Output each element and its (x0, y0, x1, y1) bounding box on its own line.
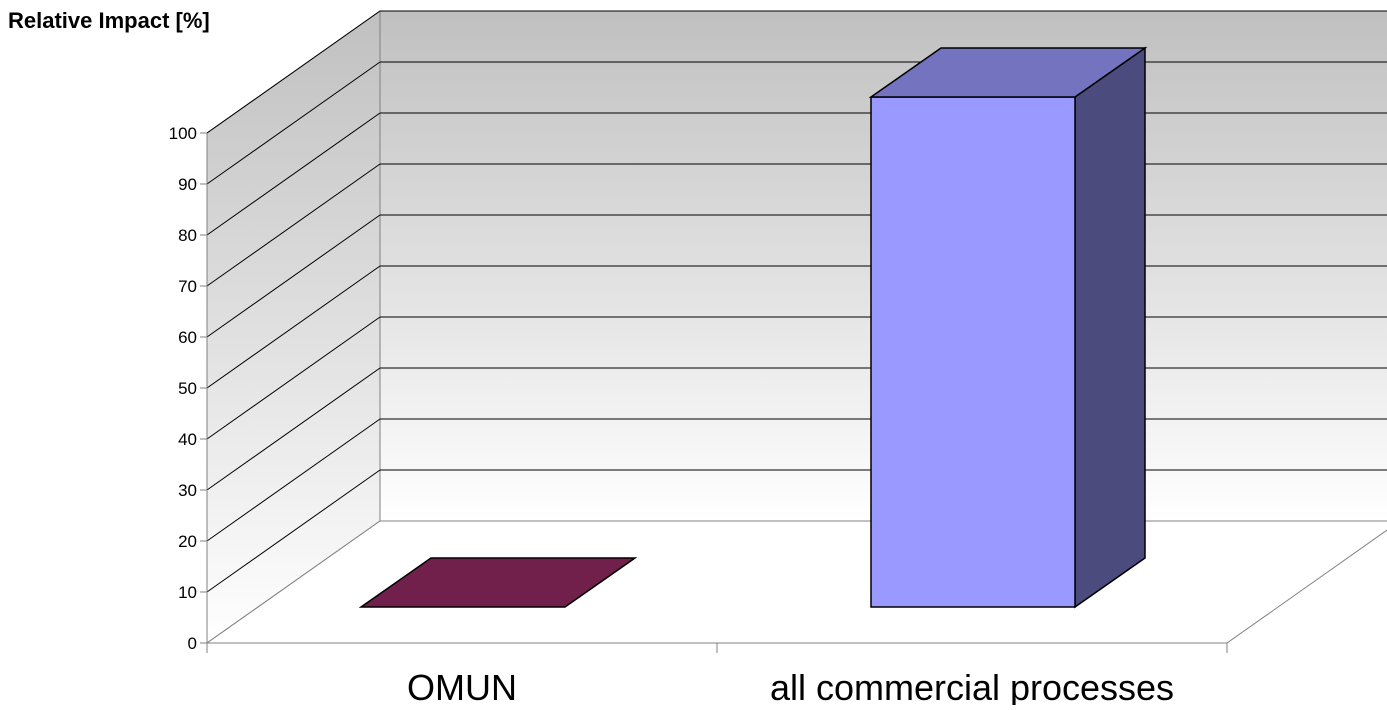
y-tick-label: 10 (178, 583, 197, 602)
y-tick-label: 100 (169, 124, 197, 143)
x-tick-label: all commercial processes (770, 667, 1174, 705)
y-tick-label: 20 (178, 532, 197, 551)
bar-top (358, 557, 638, 608)
y-tick-label: 30 (178, 481, 197, 500)
gridline-side (206, 469, 381, 593)
bar-side (1074, 46, 1146, 609)
bar-top (868, 47, 1148, 98)
bar-front (870, 96, 1076, 608)
gridline-side (206, 61, 381, 185)
y-axis-label: Relative Impact [%] (8, 8, 210, 33)
y-tick-label: 50 (178, 379, 197, 398)
y-tick-label: 40 (178, 430, 197, 449)
gridline-side (206, 10, 381, 134)
y-tick-label: 80 (178, 226, 197, 245)
floor (205, 520, 1387, 644)
gridline-side (206, 316, 381, 440)
gridline-side (206, 418, 381, 542)
y-tick-label: 0 (188, 634, 197, 653)
gridline-side (206, 367, 381, 491)
gridline-side (206, 112, 381, 236)
y-tick-label: 60 (178, 328, 197, 347)
gridline-side (206, 214, 381, 338)
x-tick-label: OMUN (407, 667, 517, 705)
y-tick-label: 90 (178, 175, 197, 194)
gridline-side (206, 163, 381, 287)
gridline-side (206, 265, 381, 389)
y-tick-label: 70 (178, 277, 197, 296)
